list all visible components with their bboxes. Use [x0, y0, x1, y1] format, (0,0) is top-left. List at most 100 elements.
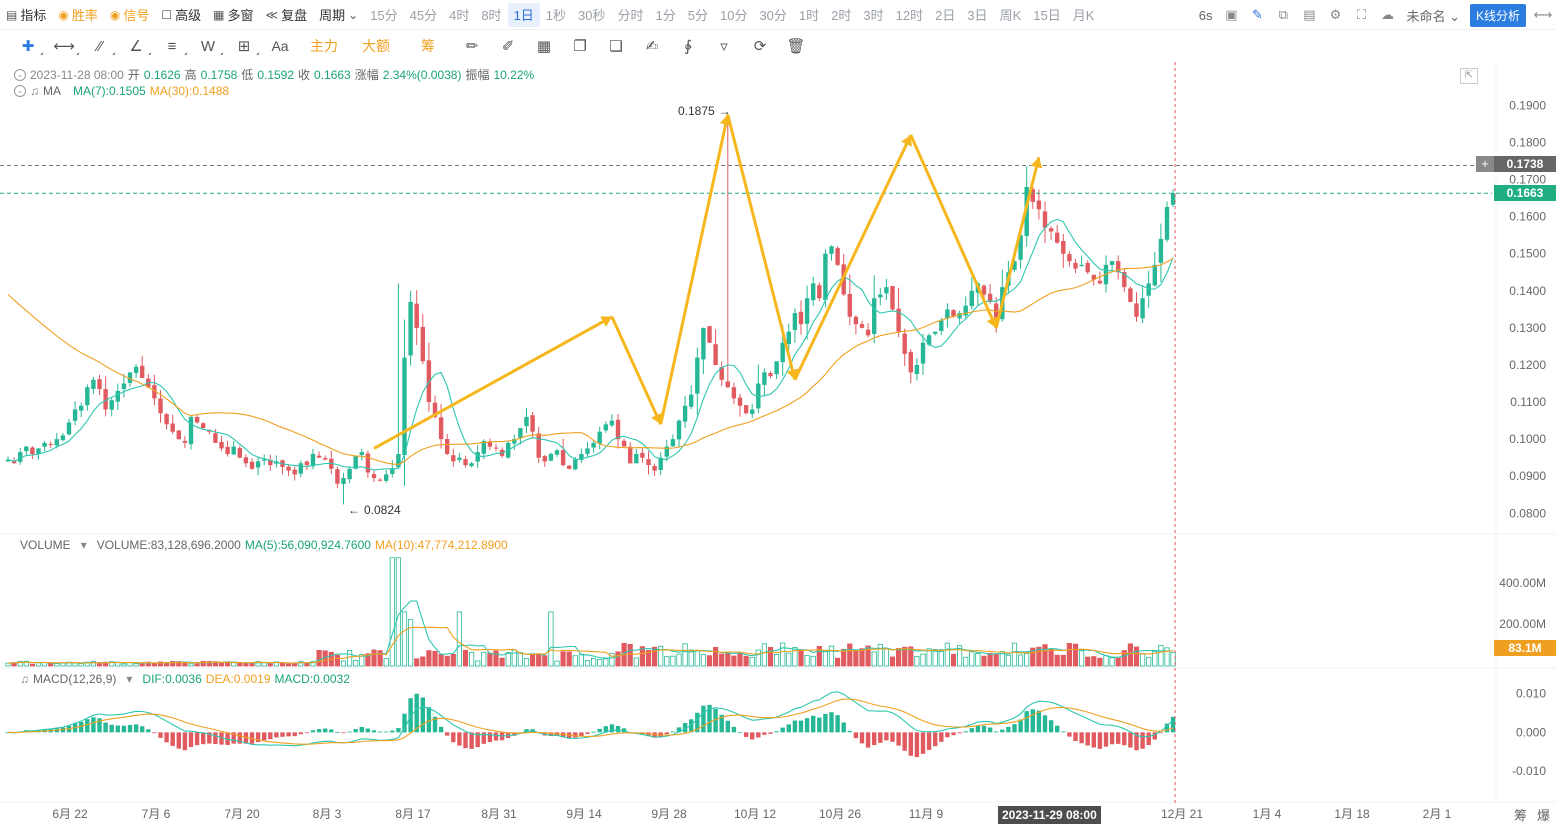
share-icon[interactable]: ⟷ — [1533, 7, 1553, 22]
edit-tool-icon[interactable]: ✍ — [645, 38, 659, 55]
crosshair-tool-icon[interactable]: ✚ — [10, 30, 46, 62]
toolbar-item-2[interactable]: ◉ 信号 — [104, 0, 156, 30]
angle-tool-icon[interactable]: ∠ — [118, 30, 154, 62]
measure-tool-icon[interactable]: ⊞ — [226, 30, 262, 62]
ma30-value: MA(30):0.1488 — [149, 84, 230, 98]
volume-bar — [737, 653, 743, 667]
period-tab-1[interactable]: 45分 — [409, 8, 438, 23]
text-tool[interactable]: Aa — [271, 38, 289, 54]
copy-tool-icon[interactable]: ❐ — [573, 38, 587, 55]
period-tab-11[interactable]: 30分 — [759, 8, 787, 23]
main-force-tool[interactable]: 主力 — [310, 38, 338, 54]
volume-dropdown-icon[interactable]: ▾ — [80, 538, 87, 552]
kline-analysis-button[interactable]: K线分析 — [1469, 3, 1526, 27]
pencil-icon[interactable]: ✎ — [1252, 7, 1263, 22]
candle-body — [945, 309, 950, 319]
bell-icon[interactable]: ♫ — [30, 84, 39, 98]
macd-bar — [1079, 732, 1084, 744]
period-tab-12[interactable]: 1时 — [798, 8, 820, 23]
candle-body — [664, 446, 669, 457]
fullscreen-icon[interactable]: ⛶ — [1356, 7, 1366, 22]
macd-bar — [646, 732, 651, 737]
macd-bar — [194, 732, 200, 746]
trend-line-tool-icon[interactable]: ⁄⁄ — [82, 30, 118, 62]
volume-bar — [554, 660, 560, 667]
period-tab-19[interactable]: 15日 — [1033, 8, 1061, 23]
period-tab-2[interactable]: 4时 — [449, 8, 470, 23]
toolbar-item-0[interactable]: ▤ 指标 — [0, 0, 52, 30]
candle-body — [512, 439, 517, 444]
period-tab-14[interactable]: 3时 — [863, 8, 884, 23]
toolbar-item-1[interactable]: ◉ 胜率 — [52, 0, 104, 30]
macd-dropdown-icon[interactable]: ▾ — [126, 672, 133, 686]
toolbar-item-3[interactable]: ☐ 高级 — [155, 0, 207, 30]
pattern-tool-icon[interactable]: ▦ — [536, 38, 552, 55]
candle-body — [884, 287, 889, 294]
sync-tool-icon[interactable]: ⟳ — [753, 38, 767, 55]
large-order-tool[interactable]: 大额 — [362, 38, 390, 54]
collapse-icon[interactable]: ⌄ — [14, 85, 26, 97]
volume-bar — [639, 646, 646, 667]
ruler-tool-icon[interactable]: ✏ — [465, 38, 479, 55]
kline-chart[interactable]: 0.0800 0.0900 0.1000 0.1100 0.1200 0.1300 0.14… — [0, 62, 1556, 838]
candle-body — [640, 452, 645, 458]
expand-icon[interactable]: ⧉ — [1278, 7, 1289, 22]
toolbar-item-5[interactable]: ≪ 复盘 — [260, 0, 314, 30]
period-tab-7[interactable]: 分时 — [617, 8, 644, 23]
wave-tool-icon[interactable]: W — [190, 30, 226, 62]
volume-bar — [767, 646, 774, 667]
bell-icon[interactable]: ♫ — [20, 672, 29, 686]
brush-tool-icon[interactable]: ✐ — [501, 38, 515, 55]
period-tab-13[interactable]: 2时 — [831, 8, 852, 23]
candle-body — [1036, 200, 1042, 210]
period-tab-5[interactable]: 1秒 — [545, 8, 567, 23]
volume-title: VOLUME — [20, 538, 71, 552]
macd-bar — [487, 732, 493, 742]
period-tab-20[interactable]: 月K — [1072, 8, 1095, 23]
period-tab-4[interactable]: 1日 — [507, 2, 540, 27]
toolbar-item-6[interactable]: 周期 ⌄ — [313, 0, 364, 30]
period-tab-16[interactable]: 2日 — [935, 8, 956, 23]
period-tab-9[interactable]: 5分 — [687, 8, 708, 23]
x-axis-label: 8月 3 — [313, 807, 342, 821]
maximize-icon[interactable]: ⇱ — [1460, 68, 1478, 84]
horizontal-line-tool-icon[interactable]: ⟷ — [46, 30, 82, 62]
camera-icon[interactable]: ▣ — [1225, 7, 1238, 22]
candle-body — [585, 448, 590, 454]
period-tab-17[interactable]: 3日 — [967, 8, 988, 23]
candle-body — [463, 459, 468, 466]
magnet-tool-icon[interactable]: ∲ — [684, 38, 692, 55]
macd-bar — [1006, 726, 1011, 733]
period-tab-18[interactable]: 周K — [999, 8, 1022, 23]
period-tab-6[interactable]: 30秒 — [578, 8, 606, 23]
collapse-icon[interactable]: ⌄ — [14, 68, 26, 81]
toolbar-item-4[interactable]: ▦ 多窗 — [207, 0, 259, 30]
period-tab-0[interactable]: 15分 — [370, 8, 398, 23]
macd-bar — [829, 712, 834, 733]
volume-bar — [139, 662, 145, 667]
gear-icon[interactable]: ⚙ — [1329, 7, 1342, 22]
image-icon[interactable]: ▤ — [1303, 7, 1316, 22]
chip-distribution-button[interactable]: 筹 — [1513, 808, 1527, 823]
parallel-channel-tool-icon[interactable]: ≡ — [154, 30, 190, 62]
macd-bar — [262, 732, 267, 741]
drawn-arrow-head — [1030, 157, 1043, 169]
chip-tool[interactable]: 筹 — [421, 38, 435, 54]
cloud-icon[interactable]: ☁ — [1380, 7, 1394, 22]
candle-body — [1030, 189, 1035, 202]
refresh-interval[interactable]: 6s — [1198, 7, 1213, 23]
period-tab-3[interactable]: 8时 — [481, 8, 502, 23]
volume-bar — [54, 663, 60, 667]
add-alert-icon[interactable]: + — [1476, 156, 1494, 172]
layers-tool-icon[interactable]: ❏ — [609, 38, 623, 55]
trash-icon[interactable]: 🗑 — [786, 38, 806, 55]
period-tab-10[interactable]: 10分 — [719, 8, 748, 23]
liquidation-button[interactable]: 爆 — [1536, 808, 1550, 823]
candle-body — [695, 357, 700, 394]
price-axis-label: 0.1800 — [1509, 135, 1546, 149]
volume-bar — [481, 651, 487, 667]
period-tab-15[interactable]: 12时 — [895, 8, 924, 23]
period-tab-8[interactable]: 1分 — [655, 8, 676, 23]
filter-tool-icon[interactable]: ▿ — [720, 38, 728, 55]
layout-name-dropdown[interactable]: 未命名 ⌄ — [1406, 8, 1460, 24]
